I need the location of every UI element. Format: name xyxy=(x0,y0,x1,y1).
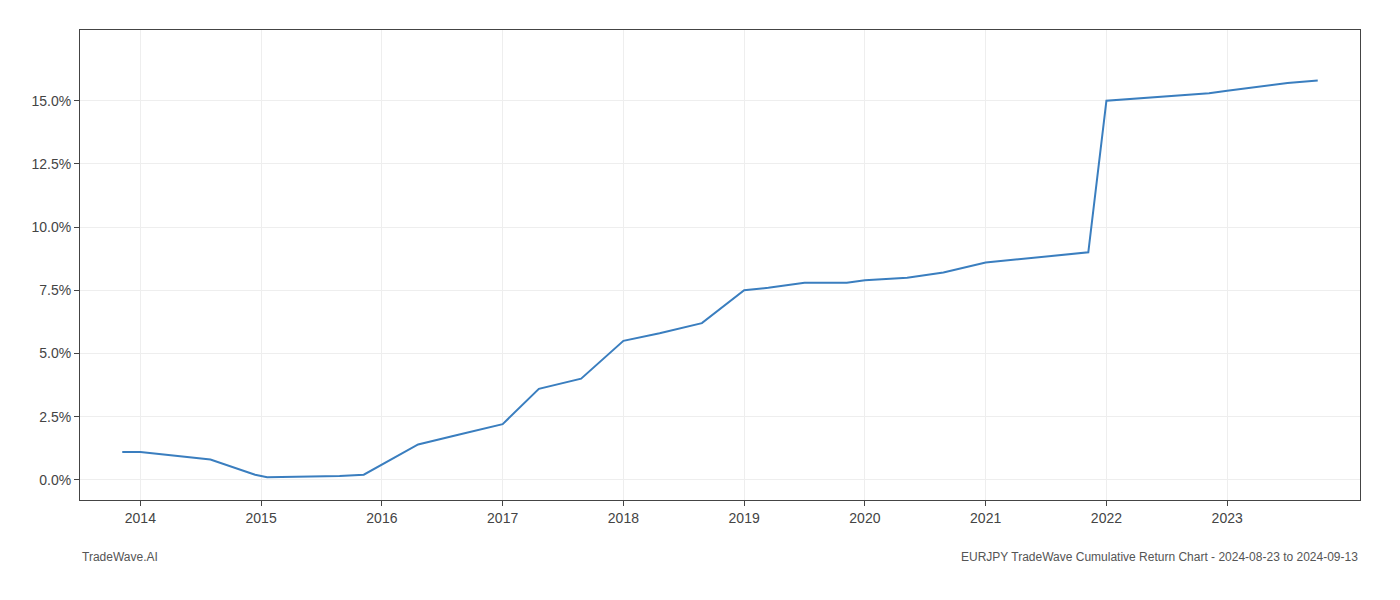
svg-text:2021: 2021 xyxy=(970,510,1001,526)
svg-text:EURJPY TradeWave Cumulative Re: EURJPY TradeWave Cumulative Return Chart… xyxy=(961,550,1358,564)
svg-text:2020: 2020 xyxy=(849,510,880,526)
svg-text:2022: 2022 xyxy=(1091,510,1122,526)
svg-text:2018: 2018 xyxy=(608,510,639,526)
svg-text:2023: 2023 xyxy=(1212,510,1243,526)
svg-text:2019: 2019 xyxy=(729,510,760,526)
svg-text:2017: 2017 xyxy=(487,510,518,526)
svg-text:7.5%: 7.5% xyxy=(39,282,71,298)
svg-text:0.0%: 0.0% xyxy=(39,472,71,488)
svg-text:10.0%: 10.0% xyxy=(31,219,71,235)
svg-text:2015: 2015 xyxy=(246,510,277,526)
svg-text:2016: 2016 xyxy=(366,510,397,526)
svg-text:5.0%: 5.0% xyxy=(39,345,71,361)
svg-text:12.5%: 12.5% xyxy=(31,156,71,172)
svg-text:2014: 2014 xyxy=(125,510,156,526)
svg-text:TradeWave.AI: TradeWave.AI xyxy=(82,550,158,564)
svg-text:15.0%: 15.0% xyxy=(31,93,71,109)
svg-text:2.5%: 2.5% xyxy=(39,409,71,425)
